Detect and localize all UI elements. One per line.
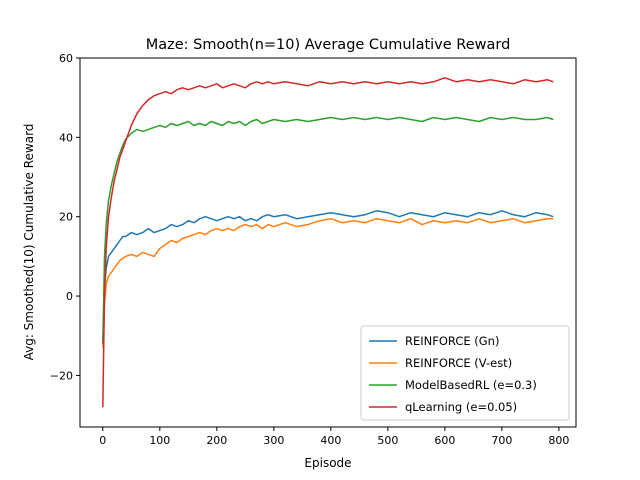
x-tick-label: 300: [263, 434, 284, 447]
x-tick-label: 0: [99, 434, 106, 447]
legend: REINFORCE (Gn) REINFORCE (V-est) ModelBase…: [360, 325, 570, 421]
x-tick-label: 800: [548, 434, 569, 447]
plot-frame: [79, 57, 577, 428]
legend-label-2: REINFORCE (V-est): [405, 356, 512, 370]
series-line-4: [102, 77, 554, 408]
x-axis-ticks: 0 100 200 300 400 500 600 700 800: [99, 427, 569, 447]
y-tick-label: 40: [59, 131, 73, 144]
x-tick-label: 500: [377, 434, 398, 447]
legend-label-1: REINFORCE (Gn): [405, 334, 499, 348]
y-axis-label: Avg: Smoothed(10) Cumulative Reward: [22, 124, 36, 361]
legend-box: [360, 325, 570, 421]
x-tick-label: 200: [206, 434, 227, 447]
x-tick-label: 400: [320, 434, 341, 447]
y-tick-label: 20: [59, 211, 73, 224]
chart-title: Maze: Smooth(n=10) Average Cumulative Re…: [146, 37, 511, 53]
x-tick-label: 600: [434, 434, 455, 447]
y-tick-label: 0: [66, 290, 73, 303]
legend-label-4: qLearning (e=0.05): [405, 400, 517, 414]
x-tick-label: 100: [149, 434, 170, 447]
series-line-1: [102, 210, 554, 344]
series-line-2: [102, 217, 554, 348]
y-tick-label: 60: [59, 52, 73, 65]
x-axis-label: Episode: [304, 456, 351, 470]
x-tick-label: 700: [491, 434, 512, 447]
y-tick-label: −20: [50, 369, 73, 382]
plot-lines: [102, 77, 554, 408]
legend-label-3: ModelBasedRL (e=0.3): [405, 378, 537, 392]
series-line-3: [102, 116, 554, 344]
y-axis-ticks: −20 0 20 40 60: [50, 52, 80, 382]
